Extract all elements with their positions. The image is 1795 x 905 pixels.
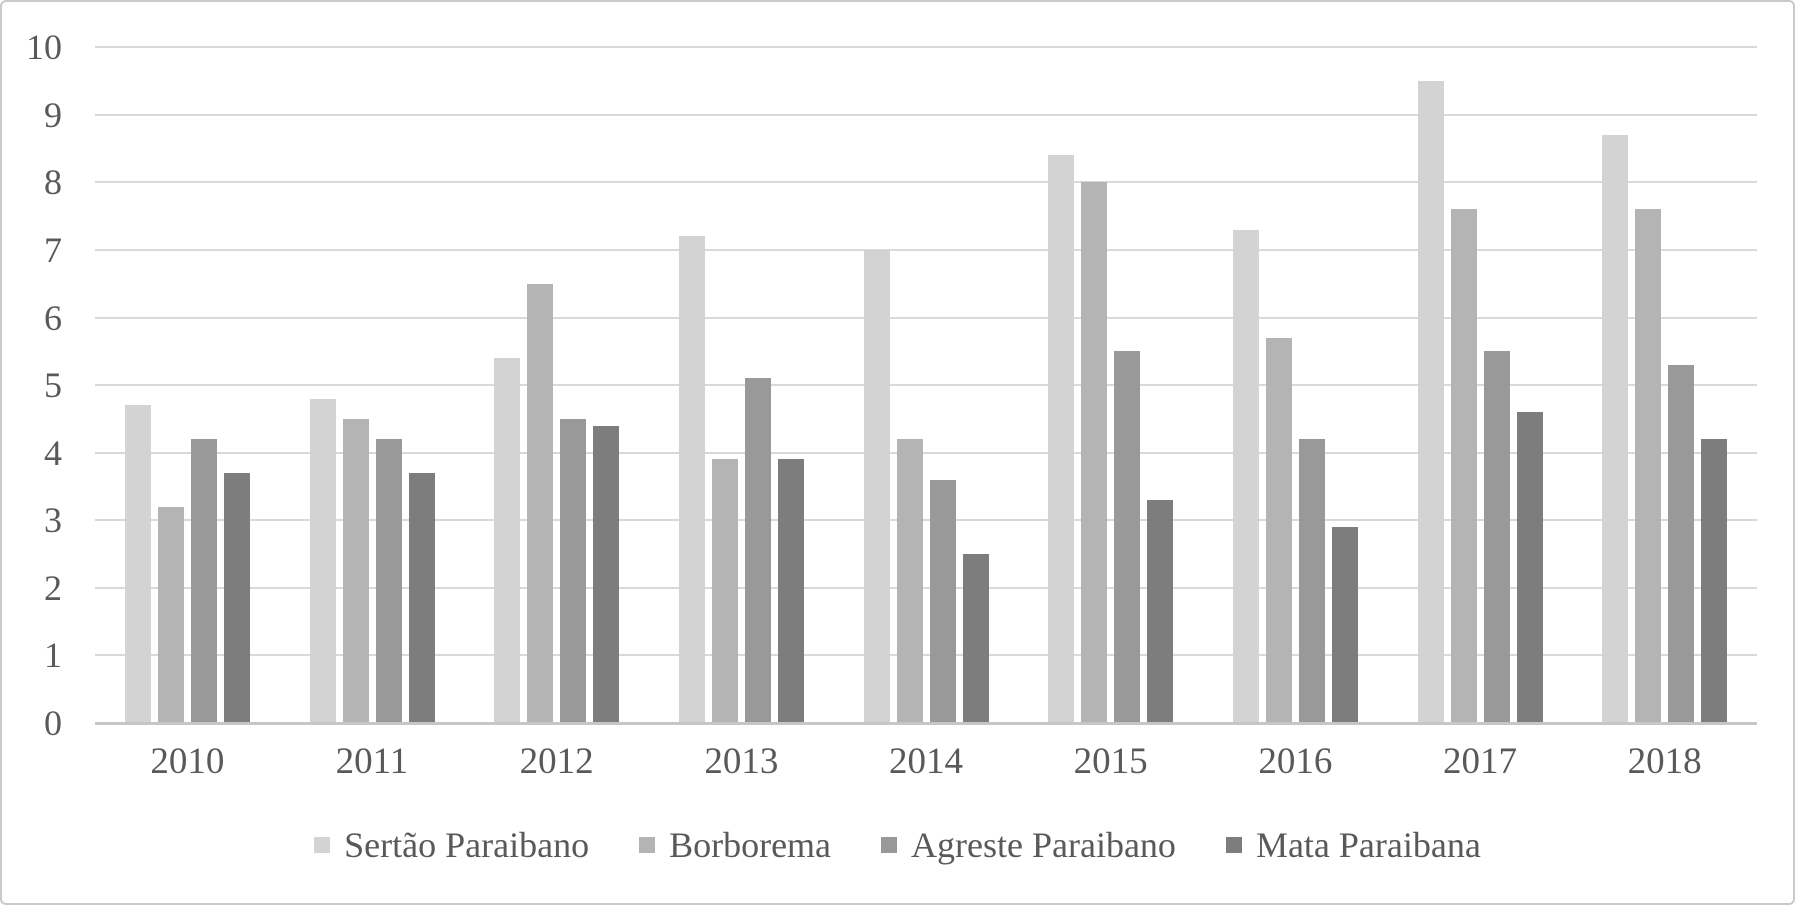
y-axis-tick-label: 0 — [44, 703, 62, 743]
x-axis-category-label: 2013 — [704, 741, 779, 782]
bar — [494, 358, 521, 723]
x-axis-category-label: 2015 — [1073, 741, 1148, 782]
bar — [711, 459, 738, 723]
bar — [1701, 439, 1728, 723]
bar — [1147, 500, 1174, 723]
x-axis-category-label: 2011 — [335, 741, 409, 782]
bar — [223, 472, 250, 723]
gridline — [95, 519, 1757, 522]
y-axis-tick-label: 10 — [26, 27, 62, 68]
legend-label: Agreste Paraibano — [911, 825, 1176, 865]
x-axis-category-label: 2010 — [150, 741, 225, 782]
bar — [1265, 337, 1292, 723]
gridline — [95, 316, 1757, 319]
x-axis-category-label: 2016 — [1258, 741, 1333, 782]
y-axis-tick-label: 5 — [44, 365, 62, 406]
legend: Sertão Paraibano Borborema Agreste Paraiba… — [2, 820, 1793, 870]
y-axis-tick-label: 8 — [44, 162, 62, 203]
bar — [375, 439, 402, 723]
bar — [593, 425, 620, 723]
x-axis-category-label: 2017 — [1443, 741, 1517, 782]
bar — [408, 472, 435, 723]
x-axis-line — [95, 722, 1757, 725]
bar — [157, 506, 184, 723]
bar — [1298, 439, 1325, 723]
bar — [678, 236, 705, 723]
legend-label: Sertão Paraibano — [344, 825, 590, 865]
x-axis-category-label: 2012 — [519, 741, 594, 782]
bar — [929, 479, 956, 723]
legend-label: Borborema — [669, 825, 832, 865]
legend-swatch-icon — [314, 837, 331, 853]
x-axis-category-label: 2014 — [889, 741, 963, 782]
legend-item: Agreste Paraibano — [881, 825, 1176, 865]
bar — [560, 418, 587, 723]
bar — [342, 418, 369, 723]
bar — [1331, 527, 1358, 723]
legend-item: Borborema — [639, 825, 831, 865]
y-axis-tick-label: 9 — [44, 94, 62, 135]
bar — [1635, 209, 1662, 723]
bar — [1232, 229, 1259, 723]
y-axis-tick-label: 1 — [44, 635, 62, 676]
legend-swatch-icon — [1225, 837, 1242, 853]
bar — [777, 459, 804, 723]
bar — [1417, 81, 1444, 723]
legend-item: Sertão Paraibano — [314, 825, 589, 865]
gridline — [95, 586, 1757, 589]
bar — [1483, 351, 1510, 723]
gridline — [95, 113, 1757, 116]
bar — [1516, 412, 1543, 723]
legend-label: Mata Paraibana — [1255, 825, 1481, 865]
legend-swatch-icon — [639, 837, 656, 853]
y-axis-tick-label: 3 — [44, 500, 62, 541]
bar — [1602, 135, 1629, 723]
y-axis-tick-label: 6 — [44, 297, 62, 338]
gridline — [95, 181, 1757, 184]
x-axis-category-label: 2018 — [1627, 741, 1702, 782]
bar — [1668, 364, 1695, 723]
bar — [527, 283, 554, 723]
legend-swatch-icon — [881, 837, 898, 853]
bar — [896, 439, 923, 723]
bar — [1048, 155, 1075, 723]
y-axis-tick-label: 2 — [44, 567, 62, 608]
bar — [1450, 209, 1477, 723]
gridline — [95, 46, 1757, 49]
bar — [744, 378, 771, 723]
legend-item: Mata Paraibana — [1225, 825, 1481, 865]
bar — [1114, 351, 1141, 723]
gridline — [95, 654, 1757, 657]
gridline — [95, 384, 1757, 387]
gridline — [95, 451, 1757, 454]
gridline — [95, 249, 1757, 251]
bar — [309, 398, 336, 723]
bar — [1081, 182, 1108, 723]
y-axis-tick-label: 4 — [44, 432, 62, 473]
bar — [190, 439, 217, 723]
bar — [863, 250, 890, 723]
bar — [962, 554, 989, 723]
bar — [124, 405, 151, 723]
y-axis-tick-label: 7 — [44, 230, 62, 270]
